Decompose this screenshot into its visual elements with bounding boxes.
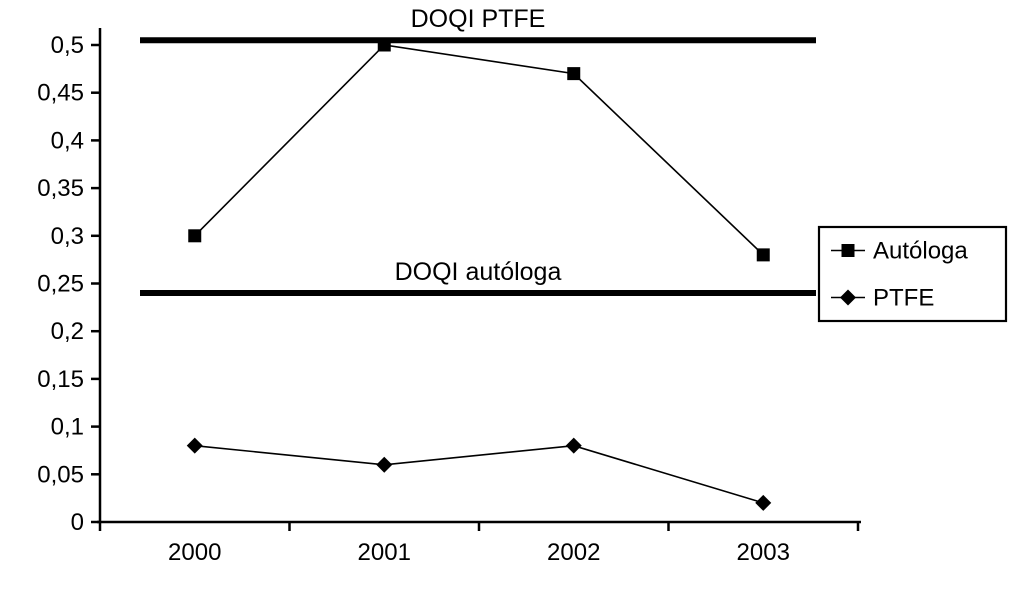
y-tick-label: 0,35 — [37, 175, 84, 202]
series-1-marker — [565, 437, 582, 454]
y-tick-label: 0,1 — [51, 414, 84, 441]
series-1-marker — [755, 494, 772, 511]
y-tick-label: 0,5 — [51, 32, 84, 59]
y-tick-label: 0,2 — [51, 318, 84, 345]
x-category-label: 2003 — [737, 539, 790, 566]
series-0-marker — [188, 229, 202, 243]
y-tick-label: 0,4 — [51, 127, 84, 154]
series-0-marker — [756, 248, 770, 262]
legend-box — [817, 225, 1008, 323]
x-category-label: 2002 — [547, 539, 600, 566]
x-category-label: 2001 — [358, 539, 411, 566]
legend-square-marker — [841, 244, 855, 257]
legend-diamond-marker — [840, 289, 856, 306]
series-1-marker — [376, 456, 393, 473]
y-tick-label: 0,05 — [37, 461, 84, 488]
x-category-label: 2000 — [168, 539, 221, 566]
series-0-marker — [377, 38, 391, 52]
series-1-line — [194, 444, 764, 504]
y-tick-label: 0 — [71, 509, 84, 536]
reference-line-label-1: DOQI autóloga — [395, 258, 562, 286]
y-tick-label: 0,3 — [51, 223, 84, 250]
series-0-marker — [567, 67, 581, 81]
y-tick-label: 0,45 — [37, 80, 84, 107]
y-tick-label: 0,15 — [37, 366, 84, 393]
series-1-marker — [186, 437, 203, 454]
legend-entry-0-label: Autóloga — [873, 238, 968, 265]
reference-line-label-0: DOQI PTFE — [411, 5, 546, 33]
legend-entry-1-label: PTFE — [873, 285, 934, 312]
series-0-line — [194, 44, 764, 256]
y-tick-label: 0,25 — [37, 271, 84, 298]
